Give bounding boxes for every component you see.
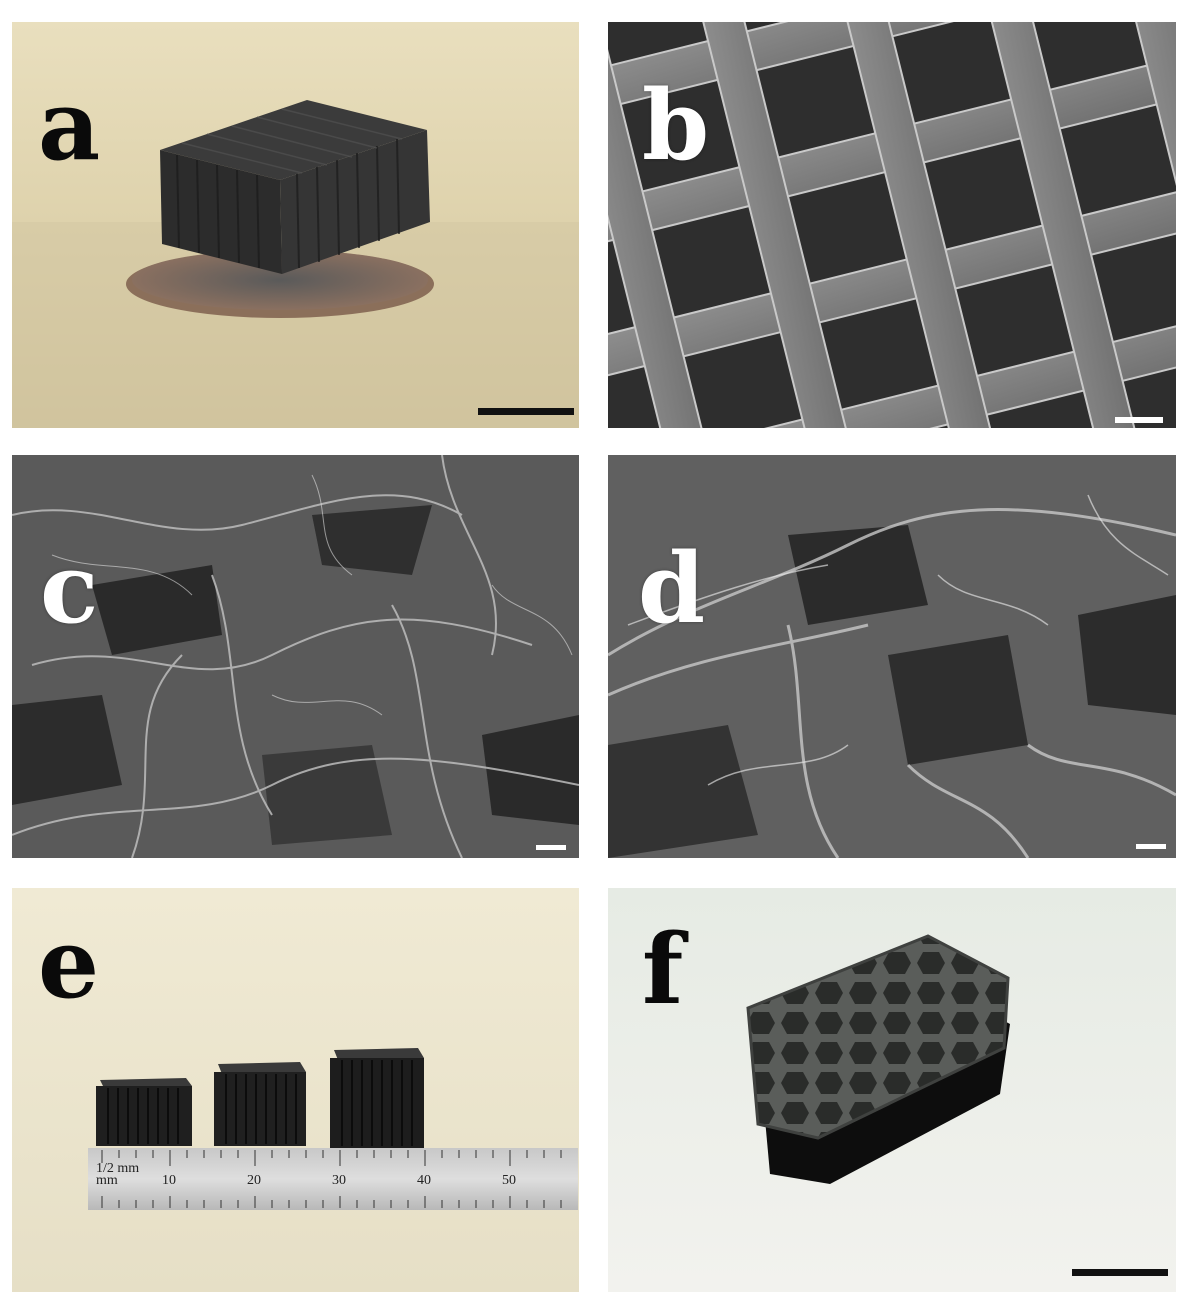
panel-d-label: d — [638, 532, 706, 645]
panel-e-label: e — [38, 907, 100, 1020]
panel-d-sem-image — [608, 455, 1176, 858]
panel-e: 1/2 mm mm 10 20 30 40 50 — [12, 888, 579, 1292]
panel-e-photo: 1/2 mm mm 10 20 30 40 50 — [12, 888, 579, 1292]
panel-b-sem-image — [608, 22, 1176, 428]
printed-block-large — [330, 1048, 424, 1148]
ruler-unit-half-mm: 1/2 mm — [96, 1161, 139, 1176]
panel-a-scale-bar — [478, 408, 574, 415]
panel-c-sem-image — [12, 455, 579, 858]
ruler-number-20: 20 — [247, 1173, 261, 1188]
panel-f-photo — [608, 888, 1176, 1292]
ruler-number-50: 50 — [502, 1173, 516, 1188]
printed-block-medium — [214, 1062, 306, 1146]
panel-a: a — [12, 22, 579, 428]
panel-b-scale-bar — [1115, 417, 1163, 423]
panel-a-label: a — [38, 69, 101, 182]
ruler-number-40: 40 — [417, 1173, 431, 1188]
panel-d-scale-bar — [1136, 844, 1166, 849]
panel-c-label: c — [40, 532, 99, 645]
panel-f-scale-bar — [1072, 1269, 1168, 1276]
printed-block-small — [96, 1078, 192, 1146]
panel-f-label: f — [642, 913, 684, 1026]
panel-b: b — [608, 22, 1176, 428]
panel-a-photo — [12, 22, 579, 428]
panel-d: d — [608, 455, 1176, 858]
panel-c-scale-bar — [536, 845, 566, 850]
ruler-number-10: 10 — [162, 1173, 176, 1188]
ruler-unit-mm: mm — [96, 1173, 118, 1188]
ruler-number-30: 30 — [332, 1173, 346, 1188]
panel-b-label: b — [642, 69, 710, 182]
panel-c: c — [12, 455, 579, 858]
panel-f: f — [608, 888, 1176, 1292]
